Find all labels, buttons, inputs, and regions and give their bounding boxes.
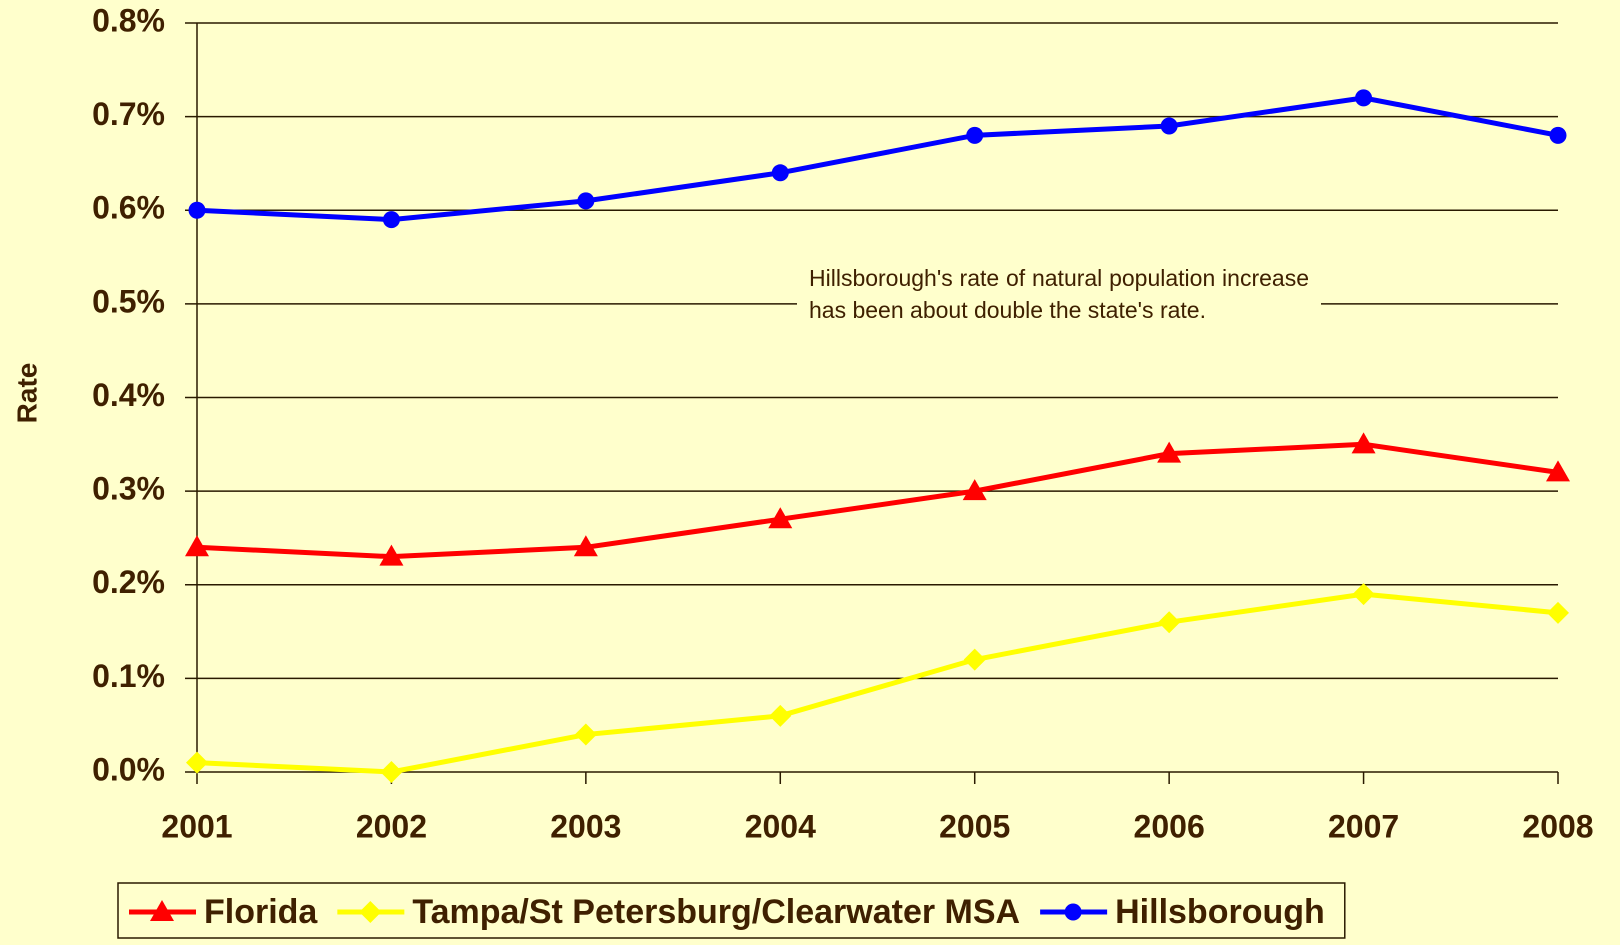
marker	[768, 507, 793, 529]
marker	[379, 544, 404, 566]
series-line	[196, 591, 1559, 775]
marker	[1547, 601, 1569, 624]
y-tick-label: 0.3%	[92, 471, 165, 507]
marker	[771, 164, 789, 182]
y-axis-label: Rate	[11, 363, 42, 424]
x-tick-label: 2007	[1328, 808, 1399, 844]
y-tick-label: 0.0%	[92, 751, 165, 787]
marker	[962, 479, 987, 501]
marker	[150, 900, 174, 921]
annotation: Hillsborough's rate of natural populatio…	[797, 262, 1321, 326]
y-tick-label: 0.1%	[92, 658, 165, 694]
marker	[963, 648, 986, 671]
legend-label: Tampa/St Petersburg/Clearwater MSA	[412, 893, 1020, 931]
x-tick-label: 2005	[939, 808, 1010, 844]
y-tick-label: 0.5%	[92, 283, 165, 319]
marker	[1355, 89, 1373, 107]
marker	[1160, 117, 1178, 135]
y-tick-label: 0.4%	[92, 377, 165, 413]
marker	[359, 901, 382, 923]
marker	[1064, 903, 1082, 921]
legend-box	[117, 882, 1346, 939]
marker	[1351, 432, 1376, 454]
marker	[1157, 441, 1182, 463]
marker	[185, 535, 209, 557]
marker	[186, 751, 208, 774]
marker	[1549, 126, 1567, 144]
x-tick-label: 2008	[1522, 808, 1593, 844]
x-tick-label: 2004	[745, 808, 816, 844]
legend-label: Florida	[204, 893, 318, 931]
marker	[380, 761, 403, 783]
marker	[1352, 583, 1375, 606]
y-tick-label: 0.6%	[92, 190, 165, 226]
y-tick-label: 0.8%	[92, 2, 165, 38]
x-tick-label: 2003	[550, 808, 621, 844]
x-tick-label: 2006	[1134, 808, 1205, 844]
y-tick-label: 0.7%	[92, 96, 165, 132]
marker	[188, 201, 206, 219]
x-tick-label: 2002	[356, 808, 427, 844]
marker	[1546, 460, 1570, 482]
y-tick-label: 0.2%	[92, 564, 165, 600]
marker	[577, 192, 595, 210]
series-line	[196, 441, 1559, 560]
marker	[382, 211, 400, 229]
marker	[1158, 611, 1181, 634]
marker	[769, 704, 792, 727]
marker	[573, 535, 598, 557]
marker	[966, 126, 984, 144]
series-line	[196, 95, 1559, 223]
legend-label: Hillsborough	[1115, 893, 1325, 931]
x-tick-label: 2001	[161, 808, 232, 844]
marker	[574, 723, 597, 746]
